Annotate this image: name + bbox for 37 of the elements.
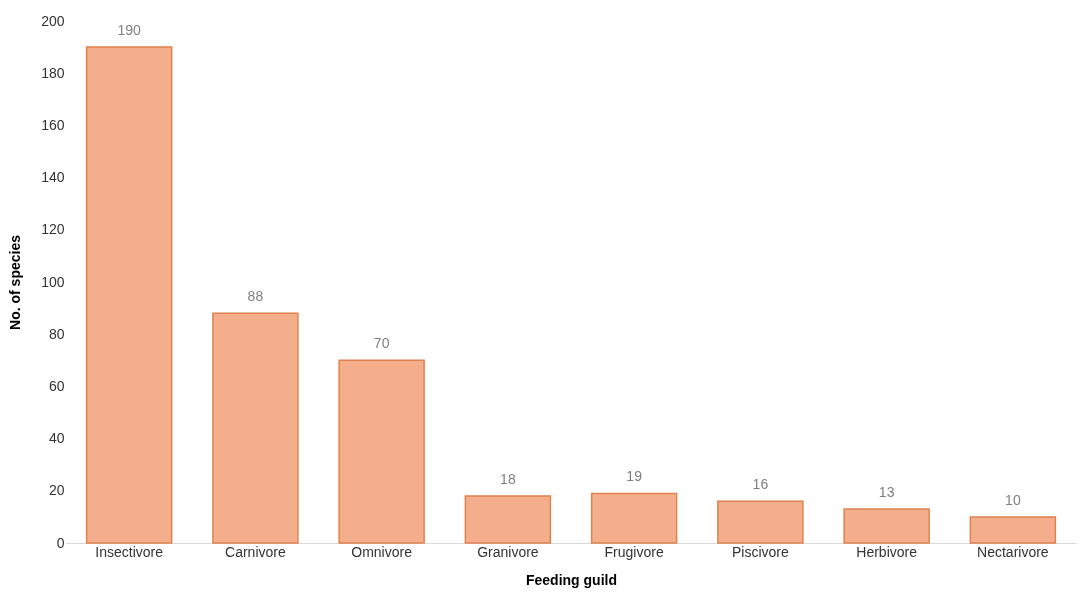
x-tick-label: Carnivore	[225, 543, 286, 560]
y-tick-label: 80	[48, 325, 65, 342]
y-tick-label: 60	[48, 377, 65, 394]
data-label: 19	[626, 468, 643, 485]
data-label: 13	[878, 484, 895, 501]
bar	[212, 312, 299, 544]
data-label: 16	[752, 476, 769, 493]
bar	[969, 516, 1057, 544]
x-tick-label: Frugivore	[604, 543, 664, 560]
bar	[464, 495, 552, 544]
x-tick-label: Granivore	[477, 543, 539, 560]
y-tick-label: 100	[41, 273, 65, 290]
x-tick-label: Insectivore	[95, 543, 164, 560]
x-tick-label: Piscivore	[731, 543, 789, 560]
bar	[843, 508, 930, 544]
data-label: 18	[500, 471, 516, 488]
y-tick-label: 180	[41, 64, 65, 81]
x-tick-label: Omnivore	[351, 543, 413, 560]
y-tick-label: 140	[41, 169, 65, 186]
data-label: 190	[117, 22, 142, 39]
x-tick-label: Nectarivore	[977, 543, 1049, 560]
bar	[590, 492, 678, 544]
y-tick-label: 200	[41, 12, 65, 29]
data-label: 70	[373, 335, 390, 352]
y-tick-label: 160	[41, 116, 65, 133]
y-tick-label: 120	[41, 221, 65, 238]
y-tick-label: 20	[48, 482, 65, 499]
data-label: 10	[1005, 491, 1021, 508]
bar	[85, 46, 173, 544]
bar	[338, 359, 425, 544]
x-axis-title: Feeding guild	[526, 571, 617, 588]
data-label: 88	[247, 288, 264, 305]
y-tick-label: 0	[56, 534, 65, 551]
y-tick-label: 40	[48, 430, 65, 447]
x-tick-label: Herbivore	[856, 543, 918, 560]
bar	[717, 500, 804, 544]
y-axis-title: No. of species	[7, 234, 24, 330]
